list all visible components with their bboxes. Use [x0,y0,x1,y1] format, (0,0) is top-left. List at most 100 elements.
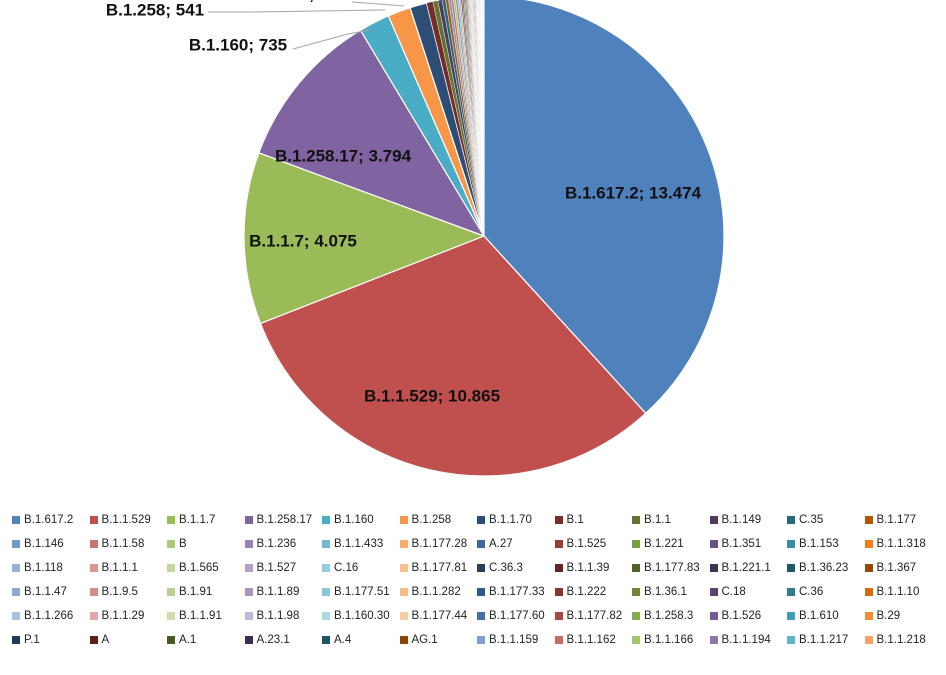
legend-swatch [244,611,253,620]
legend-item: C.18 [709,584,788,599]
legend-label: B.1.258.17 [256,513,313,526]
legend-label: B.1.222 [566,585,607,598]
legend-label: B.1 [566,513,584,526]
legend-item: B.1.1.318 [864,536,943,551]
legend-swatch [554,611,563,620]
legend-swatch [477,587,485,596]
legend-item: B.1.36.23 [787,560,865,575]
legend-swatch [167,587,175,596]
pie-slice-C-36-3 [472,0,485,237]
legend-item: B.1.177.83 [632,560,710,575]
legend-swatch [399,587,408,596]
legend-item: C.35 [787,512,865,527]
legend-swatch [89,587,98,596]
legend-label: B.1.146 [24,537,64,550]
legend-item: B.1.351 [709,536,788,551]
legend-label: B.1.177.81 [411,561,468,574]
legend-item: B.1.1.282 [399,584,478,599]
legend-label: B.1.1.47 [24,585,67,598]
legend-swatch [167,611,175,620]
legend-item: B.1.177.33 [477,584,555,599]
legend-swatch [322,587,330,596]
legend-label: B.1.221.1 [721,561,771,574]
legend-swatch [399,635,408,644]
pie-slice-B-1-1-58 [450,0,485,237]
legend-label: B.1.527 [256,561,297,574]
legend-item: B.1.258.3 [632,608,710,623]
pie-slice-B-1-177 [445,0,485,237]
legend-swatch [477,611,485,620]
legend-item: B.1.258.17 [244,512,323,527]
legend-swatch [554,635,563,644]
legend-item: A.1 [167,632,245,647]
legend-swatch [787,539,795,548]
legend-label: B [179,537,187,550]
legend-swatch [787,563,795,572]
leader-line-B-1-258 [208,9,386,13]
legend-swatch [12,587,20,596]
legend-label: B.1.177.44 [411,609,468,622]
legend-label: C.18 [721,585,746,598]
legend-swatch [322,635,330,644]
legend-swatch [477,635,485,644]
legend-label: B.1.1.217 [799,633,849,646]
legend-item: B.1.1.266 [12,608,90,623]
legend-label: B.1.1.89 [256,585,300,598]
legend-swatch [399,563,408,572]
legend-label: B.1.1.282 [411,585,461,598]
legend-item: B.1.1.47 [12,584,90,599]
legend-label: B.1.1 [644,513,671,526]
legend-swatch [167,563,175,572]
legend-swatch [787,515,795,524]
legend-item: B.1.91 [167,584,245,599]
pie-slice-B-1-118 [468,0,485,237]
legend-label: B.1.367 [876,561,917,574]
legend-item: B.1.177.81 [399,560,478,575]
pie-slice-B-1-1-433 [457,0,485,237]
legend-item: B.1.160.30 [322,608,400,623]
legend-swatch [244,515,253,524]
legend-item: B.1.1.194 [709,632,788,647]
legend-label: B.1.1.318 [876,537,926,550]
legend-swatch [632,563,640,572]
legend-swatch [709,563,718,572]
legend-item: B.1.1.1 [89,560,168,575]
legend-item: B.1.222 [554,584,633,599]
legend-item: B.1.177.82 [554,608,633,623]
legend-item: B.1.258 [399,512,478,527]
pie-slice-B-1-146 [448,0,485,237]
legend-swatch [787,635,795,644]
legend-item: B.1.1.7 [167,512,245,527]
legend-swatch [709,635,718,644]
pie-slice-B-1-177-33 [478,0,485,237]
legend-label: A [101,633,110,646]
legend-label: B.1.1.529 [101,513,151,526]
legend-swatch [709,587,718,596]
pie-slice-B-1-1-529 [259,235,647,477]
legend-label: B.1.1.162 [566,633,616,646]
legend-item: B.1.1.217 [787,632,865,647]
legend-swatch [709,611,718,620]
legend-item: B.1.177 [864,512,943,527]
legend-swatch [787,611,795,620]
legend-label: B.1.36.23 [799,561,849,574]
slice-labels: B.1.617.2; 13.474 B.1.1.529; 10.865 B.1.1.… [106,0,702,405]
legend-label: B.1.1.58 [101,537,145,550]
legend-label: B.1.1.39 [566,561,610,574]
legend-swatch [709,539,718,548]
legend-item: B.1.1 [632,512,710,527]
legend-swatch [632,587,640,596]
legend-item: B.1.1.58 [89,536,168,551]
legend-item: B.1.1.218 [864,632,943,647]
legend-item: C.36.3 [477,560,555,575]
pie-slice-B-1-1-1 [469,0,485,237]
legend-swatch [632,515,640,524]
legend-swatch [89,611,98,620]
legend-swatch [322,611,330,620]
legend-swatch [554,515,563,524]
legend-label: B.1.526 [721,609,762,622]
legend-label: C.36 [799,585,824,598]
pie-slice-C-16 [471,0,485,237]
legend-item: B.1.367 [864,560,943,575]
legend-swatch [864,539,873,548]
